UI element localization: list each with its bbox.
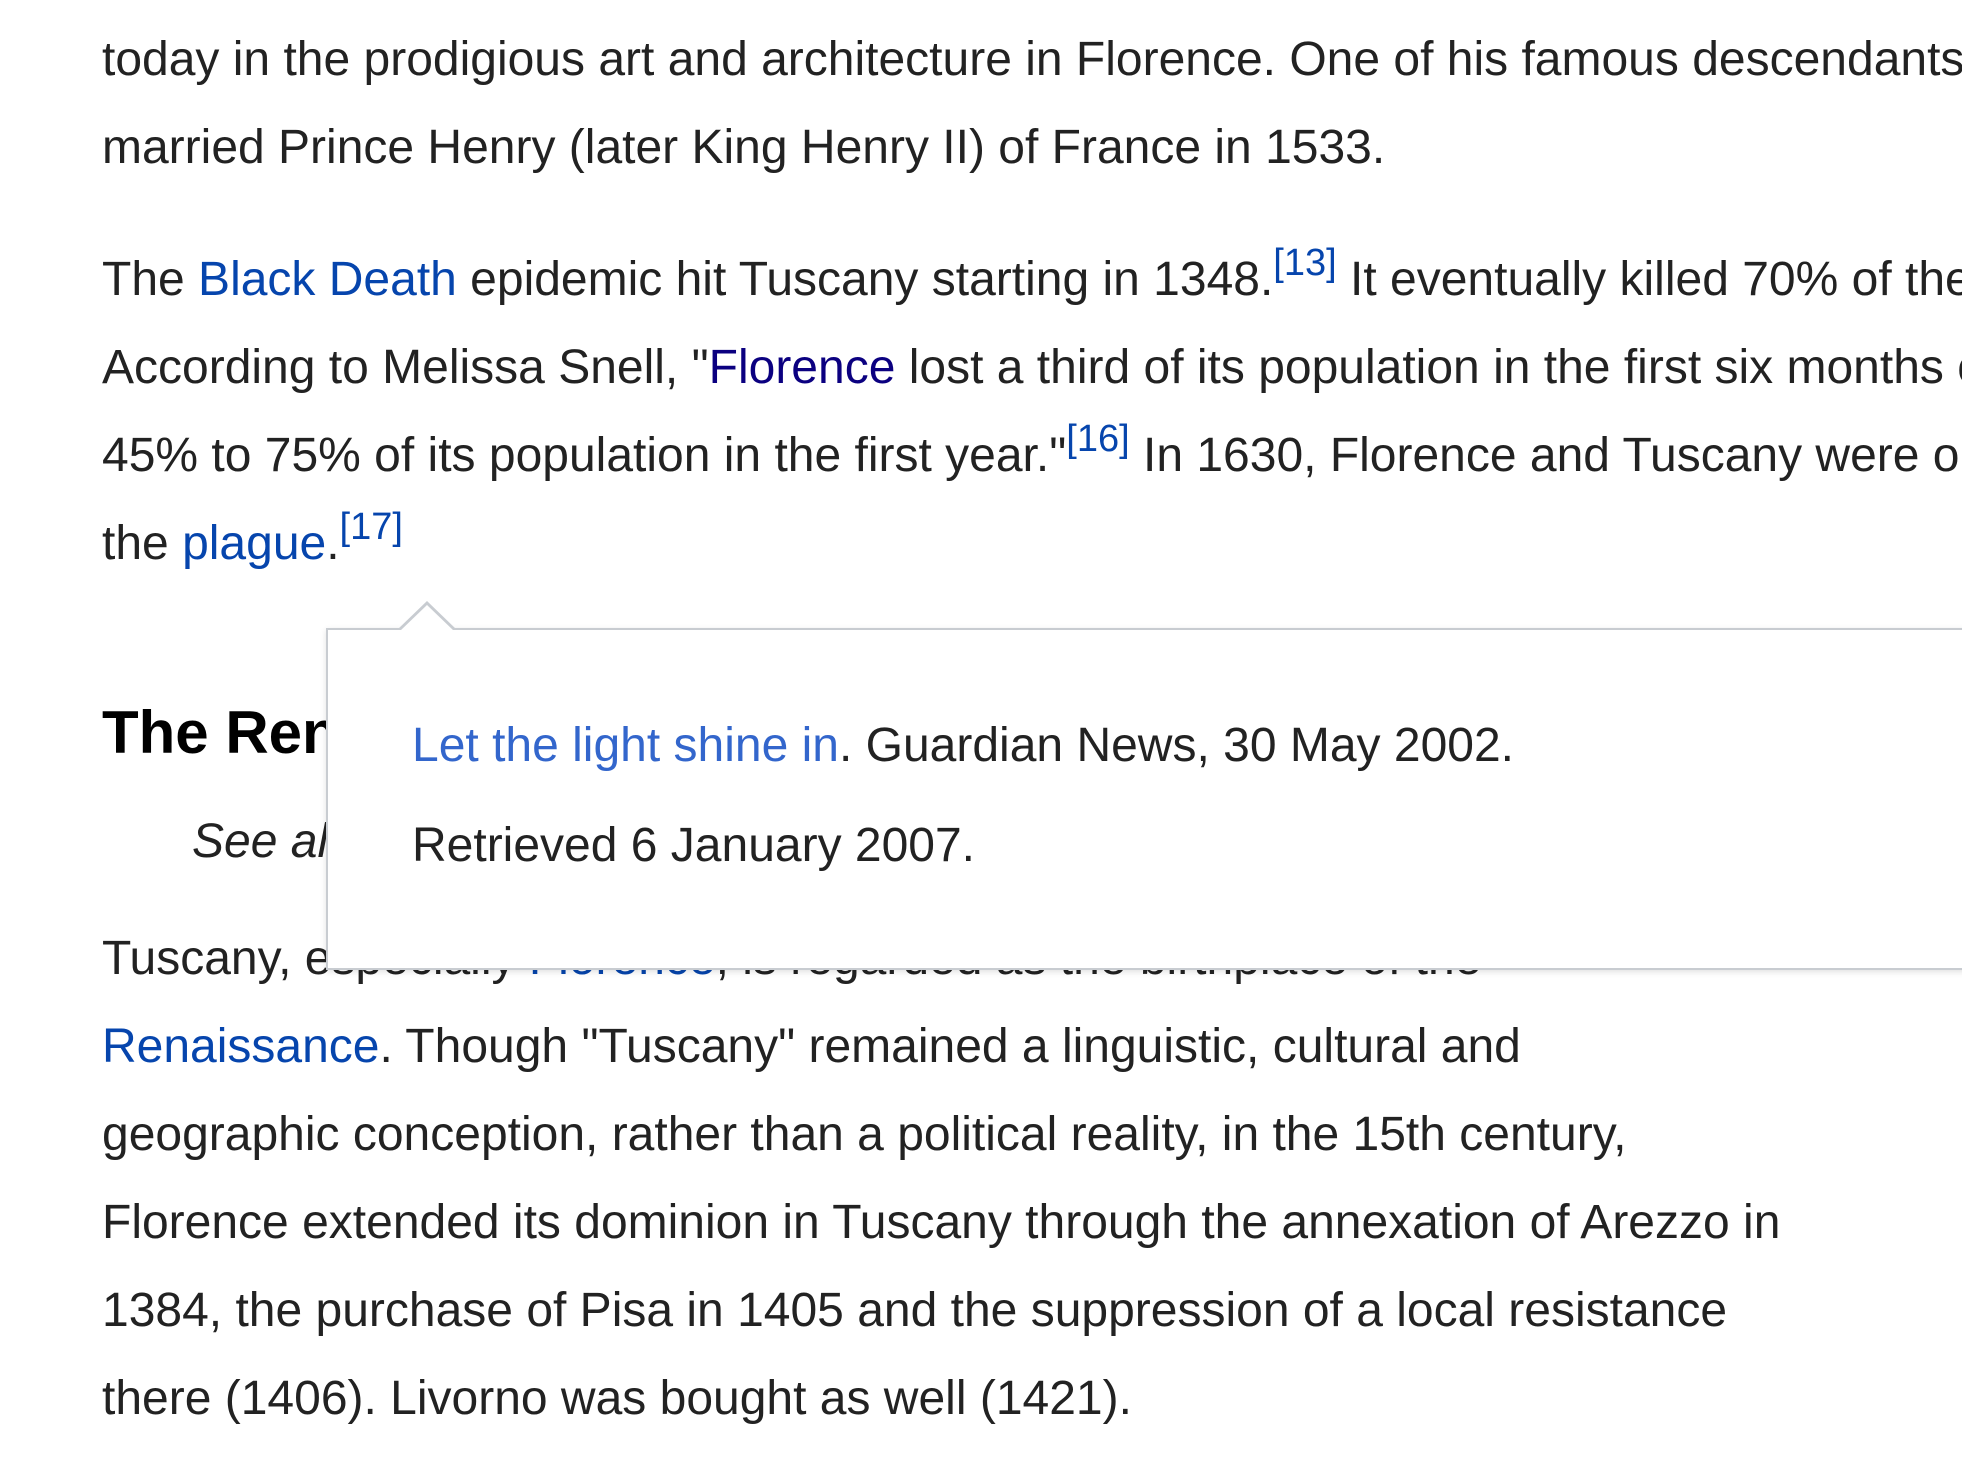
text-run: According to Melissa Snell, ": [102, 341, 709, 394]
paragraph-black-death: The Black Death epidemic hit Tuscany sta…: [102, 236, 1962, 588]
reference-16-link[interactable]: [16]: [1066, 418, 1130, 460]
partial-text-line: Many: [102, 0, 219, 6]
text-run: epidemic hit Tuscany starting in 1348.: [456, 253, 1274, 306]
paragraph-line: there (1406). Livorno was bought as well…: [102, 1372, 1132, 1425]
reference-17-link[interactable]: [17]: [339, 506, 403, 548]
tooltip-arrow-fill: [400, 605, 454, 631]
citation-retrieved: Retrieved 6 January 2007.: [412, 819, 976, 872]
text-run: .: [326, 517, 340, 570]
text-run: In 1630, Florence and Tuscany were once …: [1142, 429, 1962, 482]
text-run: lost a third of its population in the fi…: [908, 341, 1962, 394]
paragraph-line: today in the prodigious art and architec…: [102, 33, 1962, 86]
paragraph-line: Florence extended its dominion in Tuscan…: [102, 1196, 1781, 1249]
plague-link[interactable]: plague: [182, 517, 327, 570]
text-run: 45% to 75% of its population in the firs…: [102, 429, 1067, 482]
citation-source: . Guardian News, 30 May 2002.: [838, 719, 1514, 772]
paragraph-renaissance: Tuscany, especially Florence, is regarde…: [102, 915, 1780, 1443]
paragraph-medici: today in the prodigious art and architec…: [102, 16, 1962, 192]
renaissance-link[interactable]: Renaissance: [102, 1020, 380, 1073]
reference-13-link[interactable]: [13]: [1273, 242, 1337, 284]
reference-16[interactable]: [16]: [1066, 418, 1129, 460]
citation-link[interactable]: Let the light shine in: [412, 719, 839, 772]
reference-13[interactable]: [13]: [1273, 242, 1336, 284]
text-run: the: [102, 517, 183, 570]
paragraph-line: geographic conception, rather than a pol…: [102, 1108, 1627, 1161]
paragraph-line: 1384, the purchase of Pisa in 1405 and t…: [102, 1284, 1728, 1337]
reference-17[interactable]: [17]: [340, 506, 403, 548]
text-run: The: [102, 253, 199, 306]
text-run: . Though "Tuscany" remained a linguistic…: [379, 1020, 1521, 1073]
article-content: Many today in the prodigious art and arc…: [102, 0, 1962, 1471]
black-death-link[interactable]: Black Death: [198, 253, 457, 306]
reference-tooltip: Let the light shine in. Guardian News, 3…: [326, 628, 1962, 970]
paragraph-line: married Prince Henry (later King Henry I…: [102, 121, 1386, 174]
florence-link[interactable]: Florence: [708, 341, 896, 394]
tooltip-citation: Let the light shine in. Guardian News, 3…: [412, 696, 1514, 896]
text-run: It eventually killed 70% of the Tuscan p…: [1350, 253, 1962, 306]
